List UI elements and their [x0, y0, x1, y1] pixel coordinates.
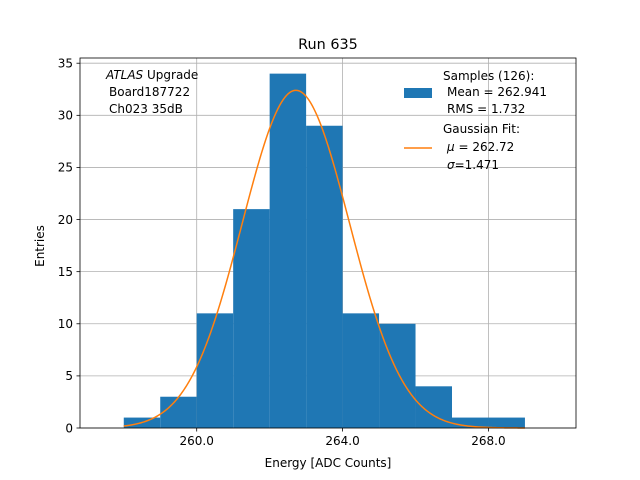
histogram-bar	[269, 73, 307, 429]
histogram-bar	[342, 313, 380, 428]
histogram-bar	[379, 323, 416, 428]
y-axis-label: Entries	[33, 225, 47, 267]
legend-samples-patch	[404, 88, 432, 98]
histogram-bar	[452, 417, 489, 428]
histogram-bar	[160, 396, 197, 428]
annotation-upgrade: Upgrade	[143, 68, 198, 82]
x-axis-label: Energy [ADC Counts]	[265, 456, 392, 470]
annotation-line-1: ATLAS Upgrade	[105, 68, 198, 82]
x-tick-label: 264.0	[325, 434, 359, 448]
legend-fit-sigma: σ=1.471	[447, 158, 499, 172]
legend-mu-value: = 262.72	[455, 140, 515, 154]
histogram-bars	[123, 73, 525, 429]
legend-samples-rms: RMS = 1.732	[447, 102, 525, 116]
annotation-text: ATLAS Upgrade Board187722 Ch023 35dB	[105, 68, 198, 116]
y-tick-label: 30	[58, 109, 73, 123]
y-tick-label: 5	[65, 369, 73, 383]
y-tick-label: 25	[58, 161, 73, 175]
y-tick-label: 0	[65, 421, 73, 435]
annotation-atlas: ATLAS	[105, 68, 144, 82]
legend-samples-label: Samples (126):	[443, 69, 534, 83]
histogram-bar	[488, 417, 525, 428]
histogram-bar	[306, 125, 343, 429]
histogram-bar	[196, 313, 234, 428]
legend-samples-mean: Mean = 262.941	[447, 85, 547, 99]
legend-fit-label: Gaussian Fit:	[443, 122, 520, 136]
y-tick-label: 35	[58, 57, 73, 71]
legend-sigma-symbol: σ	[447, 158, 455, 172]
legend: Samples (126): Mean = 262.941 RMS = 1.73…	[404, 69, 547, 172]
plot-frame	[79, 57, 577, 429]
y-tick-label: 20	[58, 213, 73, 227]
chart-title: Run 635	[298, 37, 358, 53]
axis-ticks: 260.0 264.0 268.0 0 5 10 15 20 25 30 35	[58, 57, 506, 448]
x-tick-label: 268.0	[471, 434, 505, 448]
histogram-bar	[233, 209, 270, 428]
annotation-line-2: Board187722	[109, 85, 190, 99]
x-tick-label: 260.0	[180, 434, 214, 448]
y-tick-label: 10	[58, 317, 73, 331]
y-tick-label: 15	[58, 265, 73, 279]
legend-sigma-value: =1.471	[455, 158, 499, 172]
annotation-line-3: Ch023 35dB	[109, 102, 183, 116]
legend-mu-symbol: μ	[446, 140, 455, 154]
gaussian-fit-curve	[123, 89, 525, 429]
legend-fit-mu: μ = 262.72	[446, 140, 514, 154]
